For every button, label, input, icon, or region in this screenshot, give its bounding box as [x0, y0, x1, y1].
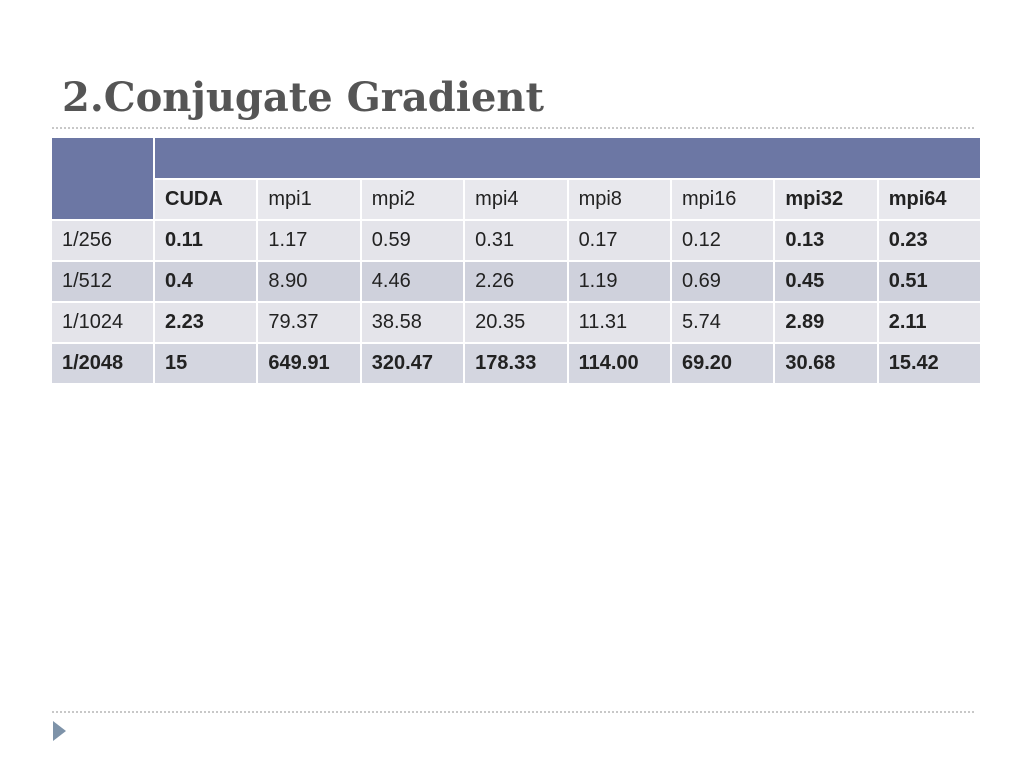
table-cell: 1.19: [566, 260, 672, 303]
table-cell: 0.17: [566, 219, 672, 262]
table-cell: 0.12: [669, 219, 776, 262]
slide-title: 2.Conjugate Gradient: [62, 74, 544, 121]
table-cell: 1.17: [256, 219, 362, 262]
column-header-mpi64: mpi64: [876, 178, 983, 221]
column-header-mpi16: mpi16: [669, 178, 776, 221]
table-cell: 2.89: [773, 301, 879, 344]
results-table: CUDA mpi1 mpi2 mpi4 mpi8 mpi16 mpi32 mpi…: [50, 136, 983, 385]
table-cell: 79.37: [256, 301, 362, 344]
table-row: 1/2048 15 649.91 320.47 178.33 114.00 69…: [50, 342, 983, 385]
table-cell: 0.51: [876, 260, 983, 303]
table-cell: 0.4: [152, 260, 259, 303]
table-cell: 15: [152, 342, 259, 385]
row-label: 1/512: [50, 260, 155, 303]
row-label: 1/256: [50, 219, 155, 262]
table-cell: 2.11: [876, 301, 983, 344]
table-cell: 4.46: [359, 260, 466, 303]
table-cell: 69.20: [669, 342, 776, 385]
table-cell: 38.58: [359, 301, 466, 344]
column-header-mpi32: mpi32: [773, 178, 879, 221]
table-header-row: CUDA mpi1 mpi2 mpi4 mpi8 mpi16 mpi32 mpi…: [51, 178, 983, 221]
table-cell: 2.26: [463, 260, 569, 303]
table-cell: 11.31: [566, 301, 672, 344]
row-label: 1/2048: [50, 342, 155, 385]
table-cell: 114.00: [566, 342, 672, 385]
table-cell: 2.23: [152, 301, 259, 344]
table-cell: 178.33: [463, 342, 569, 385]
table-row: 1/256 0.11 1.17 0.59 0.31 0.17 0.12 0.13…: [50, 219, 983, 262]
table-header-band-cell: [152, 136, 983, 180]
table-header-band: [50, 136, 983, 221]
table-cell: 20.35: [463, 301, 569, 344]
row-label: 1/1024: [50, 301, 155, 344]
table-cell: 0.59: [359, 219, 466, 262]
column-header-mpi8: mpi8: [566, 178, 672, 221]
triangle-right-icon: [53, 721, 66, 741]
table-cell: 0.69: [669, 260, 776, 303]
column-header-cuda: CUDA: [152, 178, 259, 221]
table-cell: 0.23: [876, 219, 983, 262]
table-cell: 30.68: [773, 342, 879, 385]
table-cell: 0.11: [152, 219, 259, 262]
title-divider: [52, 127, 974, 129]
table-cell: 0.31: [463, 219, 569, 262]
table-row: 1/512 0.4 8.90 4.46 2.26 1.19 0.69 0.45 …: [50, 260, 983, 303]
table-row: 1/1024 2.23 79.37 38.58 20.35 11.31 5.74…: [50, 301, 983, 344]
column-header-mpi2: mpi2: [359, 178, 466, 221]
table-cell: 0.13: [773, 219, 879, 262]
table-corner-cell: [50, 136, 155, 221]
table-cell: 320.47: [359, 342, 466, 385]
table-cell: 5.74: [669, 301, 776, 344]
column-header-mpi4: mpi4: [463, 178, 569, 221]
table-cell: 0.45: [773, 260, 879, 303]
footer-divider: [52, 711, 974, 713]
table-cell: 649.91: [256, 342, 362, 385]
table-cell: 15.42: [876, 342, 983, 385]
column-header-mpi1: mpi1: [256, 178, 362, 221]
table-cell: 8.90: [256, 260, 362, 303]
